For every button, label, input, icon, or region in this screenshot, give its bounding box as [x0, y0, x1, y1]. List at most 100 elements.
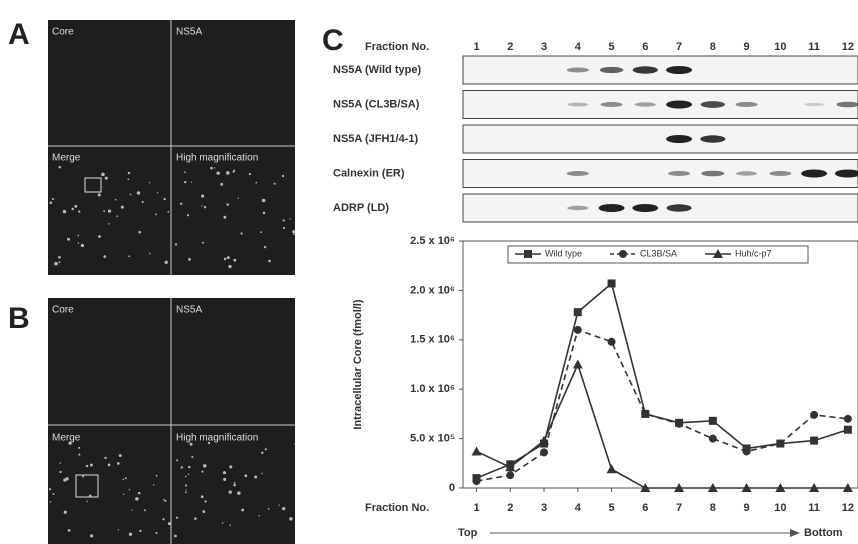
figure: A Core NS5A Merge High magnification B C…: [0, 0, 858, 544]
speckle: [224, 258, 227, 261]
speckle: [101, 173, 105, 177]
speckle: [249, 173, 251, 175]
speckle: [78, 454, 80, 456]
speckle: [156, 475, 158, 477]
band: [701, 171, 724, 177]
speckle: [153, 484, 154, 485]
y-tick-label: 1.0 x 10⁶: [410, 383, 455, 395]
speckle: [289, 517, 292, 520]
channel-label: High magnification: [176, 433, 258, 444]
y-tick-label: 0: [449, 482, 455, 494]
marker: [844, 415, 852, 423]
speckle: [82, 476, 84, 478]
speckle: [103, 255, 106, 258]
speckle: [234, 482, 236, 484]
blot-frame: [463, 91, 858, 119]
blot-frame: [463, 56, 858, 84]
speckle: [129, 489, 130, 490]
speckle: [282, 507, 285, 510]
blot-frame: [463, 194, 858, 222]
speckle: [167, 211, 169, 213]
speckle: [128, 255, 130, 257]
speckle: [185, 484, 187, 486]
panel-label: A: [8, 18, 30, 51]
speckle: [130, 194, 132, 196]
speckle: [108, 463, 111, 466]
fraction-number: 12: [842, 41, 854, 53]
band: [700, 135, 725, 142]
speckle: [203, 464, 206, 467]
speckle: [214, 167, 215, 168]
marker: [810, 437, 818, 445]
speckle: [210, 167, 213, 170]
band: [666, 135, 692, 143]
arrow-head: [790, 529, 800, 537]
speckle: [78, 242, 80, 244]
speckle: [233, 484, 236, 487]
speckle: [60, 462, 62, 464]
speckle: [176, 459, 178, 461]
marker: [574, 308, 582, 316]
speckle: [108, 223, 109, 224]
speckle: [74, 205, 77, 208]
speckle: [123, 479, 124, 480]
panel-label: C: [322, 24, 344, 57]
speckle: [185, 491, 187, 493]
blot-label: Calnexin (ER): [333, 167, 405, 179]
speckle: [222, 522, 223, 523]
channel-label: Merge: [52, 153, 81, 164]
marker: [844, 426, 852, 434]
speckle: [162, 518, 164, 520]
y-axis-label: Intracellular Core (fmol/l): [352, 299, 364, 430]
speckle: [260, 231, 262, 233]
speckle: [294, 444, 295, 445]
fraction-number: 8: [710, 41, 716, 53]
band: [567, 171, 589, 176]
blot-label: NS5A (CL3B/SA): [333, 98, 420, 110]
speckle: [123, 494, 124, 495]
speckle: [104, 457, 106, 459]
speckle: [119, 454, 122, 457]
speckle: [241, 232, 243, 234]
speckle: [105, 177, 108, 180]
speckle: [138, 492, 140, 494]
x-tick-label: 3: [541, 502, 547, 514]
channel-label: Core: [52, 305, 74, 316]
speckle: [149, 182, 150, 183]
speckle: [54, 262, 58, 266]
speckle: [138, 231, 141, 234]
marker: [608, 279, 616, 287]
marker: [709, 417, 717, 425]
speckle: [282, 175, 284, 177]
marker: [574, 326, 582, 334]
speckle: [125, 477, 127, 479]
fraction-number: 2: [507, 41, 513, 53]
speckle: [283, 227, 285, 229]
channel-label: NS5A: [176, 27, 202, 38]
marker: [810, 411, 818, 419]
speckle: [233, 171, 235, 173]
speckle: [190, 443, 193, 446]
speckle: [184, 171, 186, 173]
legend-marker: [524, 250, 532, 258]
speckle: [116, 215, 118, 217]
speckle: [279, 505, 280, 506]
speckle: [174, 535, 177, 538]
band: [801, 170, 827, 178]
speckle: [59, 471, 61, 473]
speckle: [139, 530, 141, 532]
band: [701, 101, 725, 108]
band: [567, 68, 589, 73]
speckle: [185, 489, 186, 490]
band: [600, 67, 624, 73]
speckle: [149, 253, 151, 255]
marker: [743, 447, 751, 455]
speckle: [163, 198, 165, 200]
marker: [506, 471, 514, 479]
band: [568, 103, 588, 107]
speckle: [77, 235, 79, 237]
speckle: [223, 216, 226, 219]
channel-label: Core: [52, 27, 74, 38]
